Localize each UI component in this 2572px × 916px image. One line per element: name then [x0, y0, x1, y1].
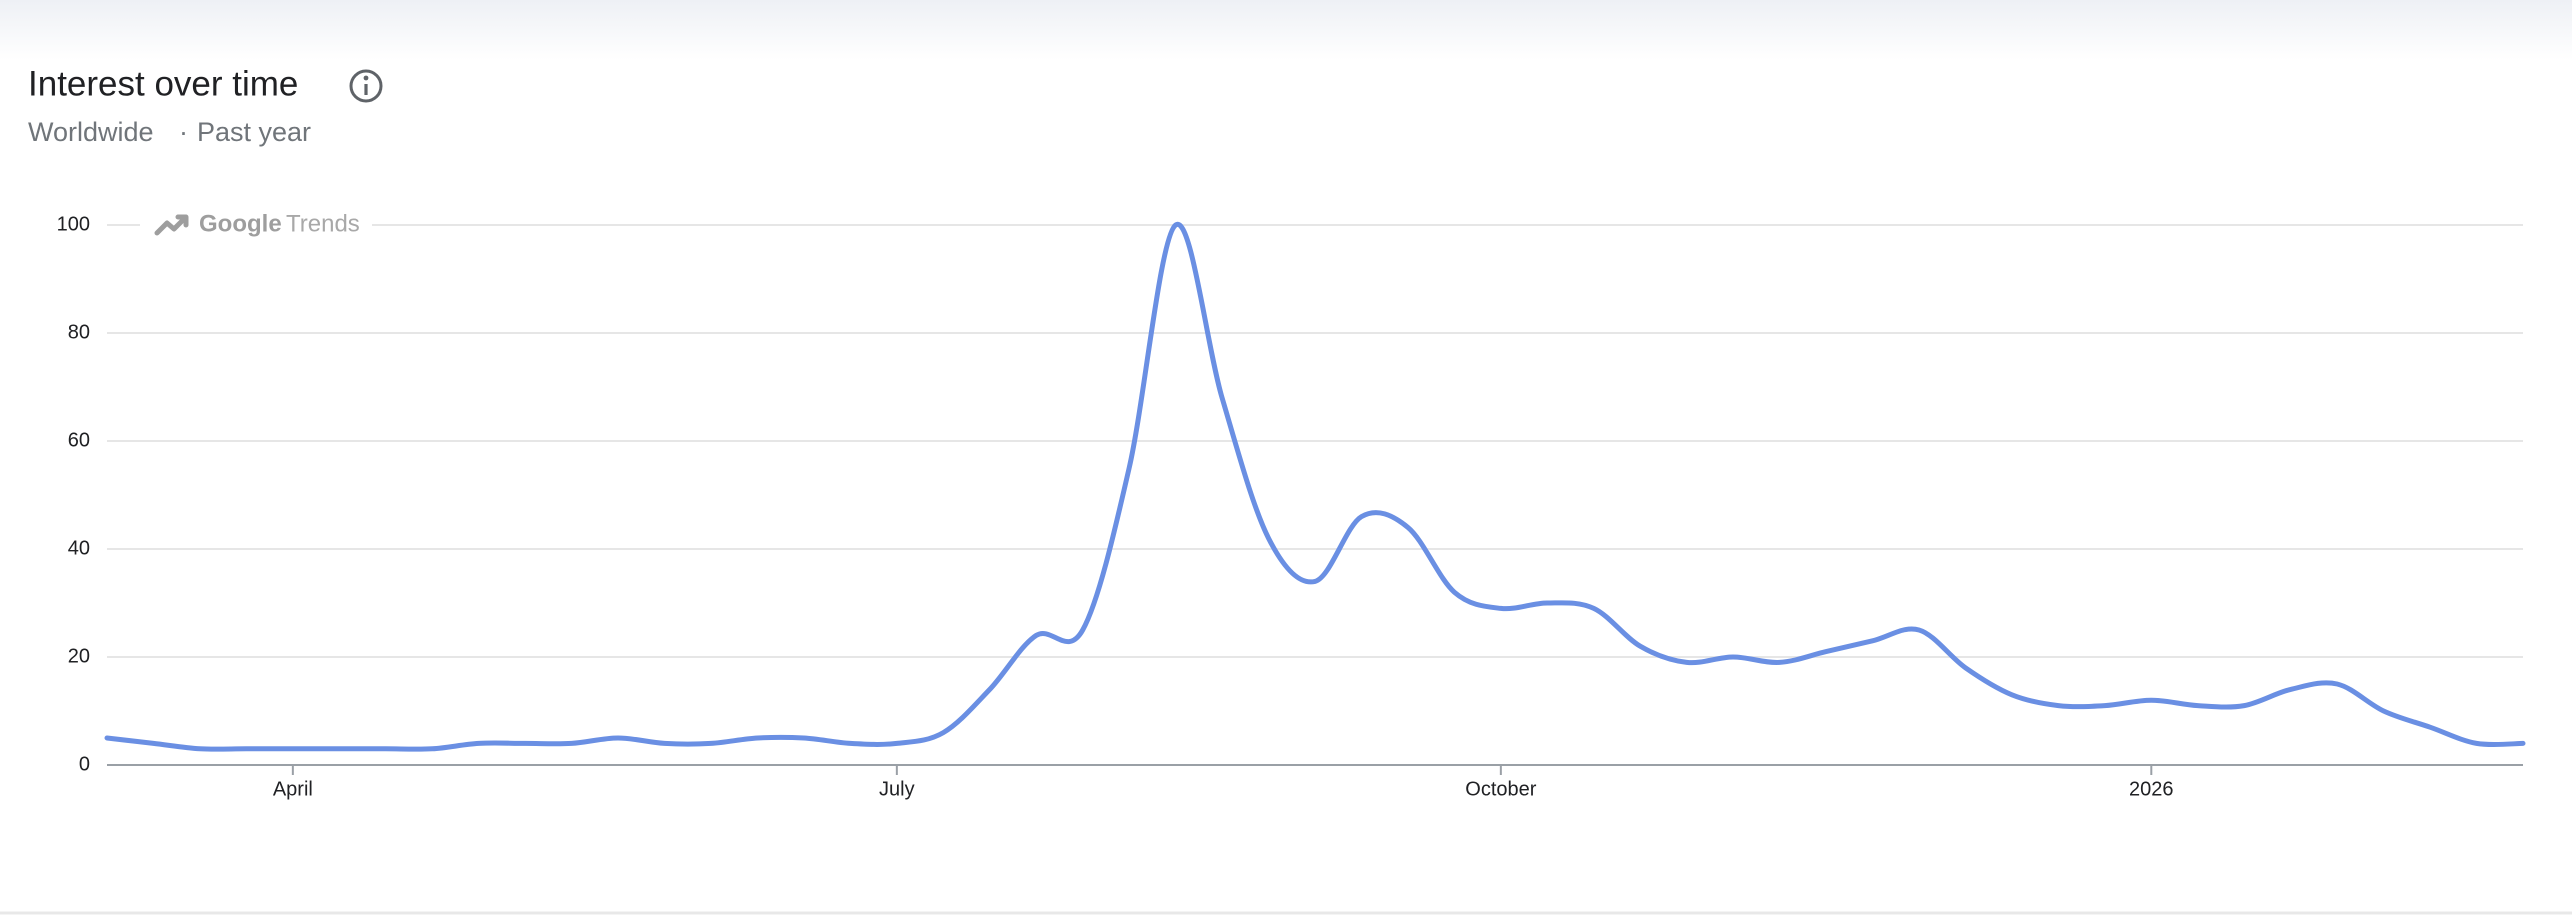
- y-tick-label: 40: [68, 537, 90, 559]
- watermark-product: Trends: [286, 210, 360, 237]
- y-tick-label: 20: [68, 645, 90, 667]
- x-tick-label: July: [879, 778, 915, 800]
- line-series: [104, 222, 2526, 752]
- y-tick-label: 0: [79, 753, 90, 775]
- region: Worldwide: [28, 117, 154, 147]
- y-tick-label: 80: [68, 321, 90, 343]
- x-tick-label: April: [273, 778, 313, 800]
- separator: ·: [179, 117, 188, 147]
- top-bar: [0, 0, 2572, 60]
- info-icon[interactable]: [349, 69, 383, 103]
- x-tick-label: October: [1465, 778, 1536, 800]
- watermark-icon: [154, 214, 189, 236]
- x-tick-label: 2026: [2129, 778, 2174, 800]
- plot: 0 20 40 60 80 100 Google Trends April July October…: [57, 207, 2526, 800]
- watermark-brand: Google: [199, 210, 282, 237]
- y-tick-label: 100: [57, 213, 90, 235]
- y-tick-label: 60: [68, 429, 90, 451]
- title: Interest over time: [28, 64, 298, 103]
- period: Past year: [197, 117, 311, 147]
